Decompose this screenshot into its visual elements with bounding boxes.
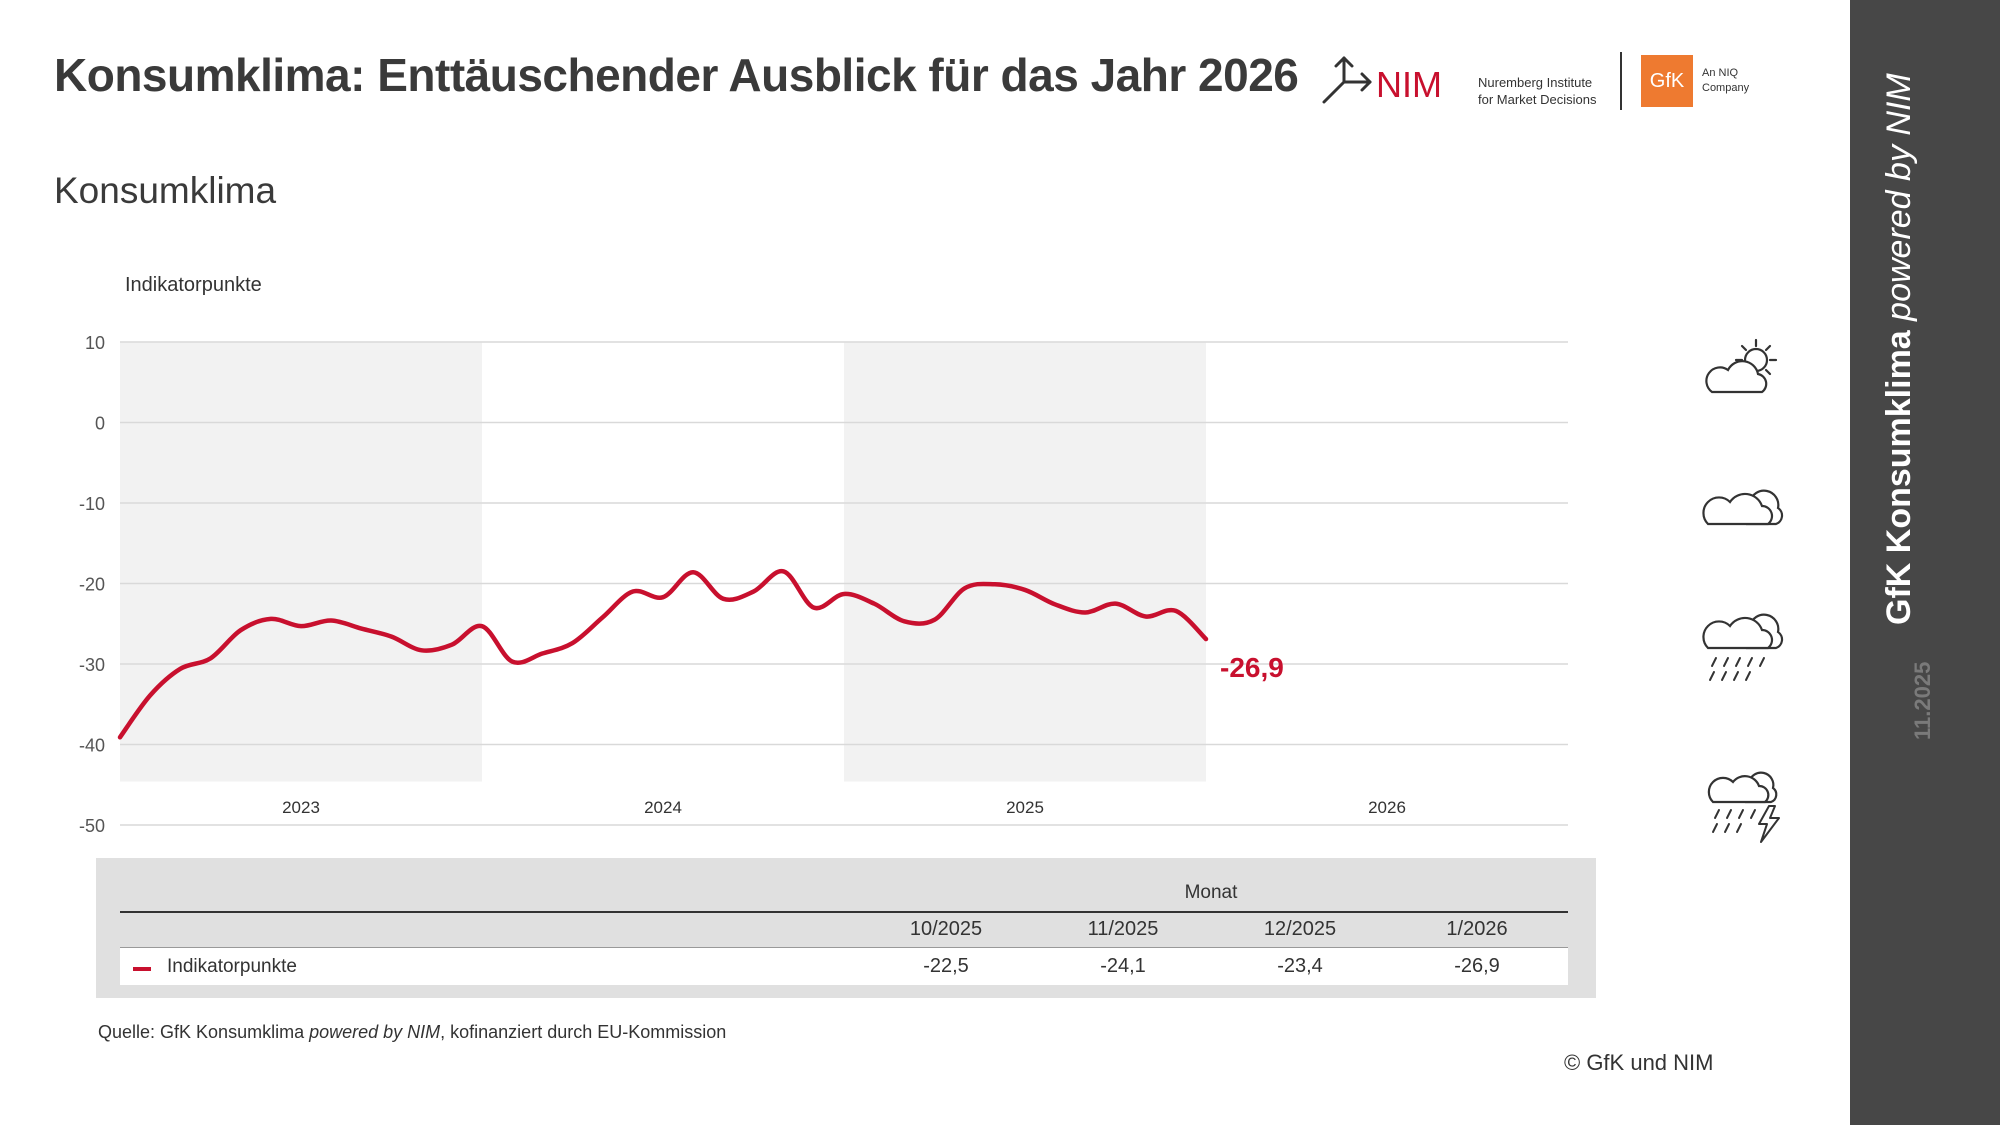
nim-arrow-icon [1322, 56, 1372, 104]
data-point [631, 590, 635, 594]
data-point [721, 597, 725, 601]
data-point [571, 641, 575, 645]
data-point [963, 586, 967, 590]
data-point [601, 615, 605, 619]
data-point [299, 624, 303, 628]
sidebar-title-italic: powered by NIM [1880, 73, 1918, 321]
nim-tagline-line-1: Nuremberg Institute [1478, 75, 1593, 90]
data-point [148, 693, 152, 697]
data-point [420, 648, 424, 652]
data-point [178, 667, 182, 671]
table-row-divider [120, 947, 1568, 948]
nim-tagline-line-2: for Market Decisions [1478, 92, 1597, 107]
data-point [480, 624, 484, 628]
page-title: Konsumklima: Enttäuschender Ausblick für… [54, 49, 1299, 101]
gfk-tagline-line-1: An NIQ [1702, 67, 1739, 79]
data-point [691, 570, 695, 574]
table-header-text: Monat [1184, 882, 1238, 903]
data-point [1114, 602, 1118, 606]
data-point [1053, 602, 1057, 606]
data-point [872, 602, 876, 606]
data-point [510, 660, 514, 664]
data-point [933, 618, 937, 622]
source-italic: powered by NIM [309, 1022, 441, 1042]
data-point [450, 643, 454, 647]
table-header-line [120, 911, 1568, 913]
table-row-label: Indikatorpunkte [167, 956, 297, 977]
chart-subtitle: Konsumklima [54, 170, 277, 211]
table-row-background [120, 947, 1568, 985]
x-year-label: 2025 [1006, 798, 1044, 817]
source-suffix: , kofinanziert durch EU-Kommission [440, 1022, 727, 1042]
sidebar-title-bold: GfK Konsumklima [1880, 330, 1918, 625]
last-value-label: -26,9 [1220, 652, 1284, 683]
table-column-header: 10/2025 [909, 918, 983, 940]
y-tick-label: 10 [85, 333, 105, 353]
data-point [359, 627, 363, 631]
y-tick-label: -10 [79, 494, 105, 514]
table-cell: -22,5 [923, 955, 969, 977]
konsumklima-line-chart: 10 0 -10 -20 -30 -40 -50 2023 2024 2025 2026 -26,9 [79, 333, 1568, 836]
data-point [540, 652, 544, 656]
data-point [1174, 609, 1178, 613]
gfk-tagline-line-2: Company [1702, 82, 1750, 94]
sidebar-panel [1850, 0, 2000, 1125]
source-prefix: Quelle: GfK Konsumklima [98, 1022, 310, 1042]
data-point [782, 569, 786, 573]
table-column-header: 12/2025 [1263, 918, 1337, 940]
storm-cloud-icon [1707, 771, 1780, 843]
data-point [390, 635, 394, 639]
data-point [1144, 615, 1148, 619]
logo-divider [1620, 52, 1622, 110]
rain-cloud-icon [1702, 613, 1784, 681]
data-point [902, 619, 906, 623]
table-cell: -23,4 [1277, 955, 1323, 977]
source-note: Quelle: GfK Konsumklima powered by NIM, … [98, 1022, 726, 1043]
gfk-tagline: An NIQ Company [1702, 66, 1749, 96]
data-point [239, 628, 243, 632]
table-cell: -24,1 [1100, 955, 1146, 977]
data-point [1023, 588, 1027, 592]
gfk-logo: GfK [1641, 55, 1693, 107]
legend-swatch [133, 967, 151, 971]
data-point [209, 656, 213, 660]
nim-tagline: Nuremberg Institute for Market Decisions [1478, 74, 1596, 108]
copyright: © GfK und NIM [1564, 1050, 1714, 1075]
x-year-label: 2023 [282, 798, 320, 817]
year-band-2025 [844, 342, 1206, 782]
nim-logo-text: NIM [1376, 64, 1442, 105]
y-tick-label: 0 [95, 414, 105, 434]
nim-logo: NIM [1322, 56, 1442, 105]
y-tick-label: -50 [79, 816, 105, 836]
data-point [118, 735, 122, 739]
table-cell: -26,9 [1454, 955, 1500, 977]
data-point [661, 595, 665, 599]
table-column-header: 11/2025 [1087, 918, 1159, 940]
data-point [269, 617, 273, 621]
y-tick-label: -40 [79, 736, 105, 756]
sidebar-date: 11.2025 [1910, 661, 1935, 740]
x-year-label: 2024 [644, 798, 682, 817]
data-point [842, 592, 846, 596]
y-tick-label: -20 [79, 575, 105, 595]
table-column-header: 1/2026 [1446, 918, 1508, 940]
data-point [993, 582, 997, 586]
series-line-indikatorpunkte [117, 569, 1209, 740]
y-tick-label: -30 [79, 655, 105, 675]
data-point [1204, 637, 1208, 641]
cloud-icon [1702, 489, 1784, 526]
data-point [329, 619, 333, 623]
data-point [1083, 610, 1087, 614]
sun-cloud-icon [1705, 338, 1778, 394]
y-axis-label: Indikatorpunkte [125, 274, 262, 296]
data-point [752, 590, 756, 594]
data-point [812, 606, 816, 610]
year-band-2023 [120, 342, 482, 782]
x-year-label: 2026 [1368, 798, 1406, 817]
